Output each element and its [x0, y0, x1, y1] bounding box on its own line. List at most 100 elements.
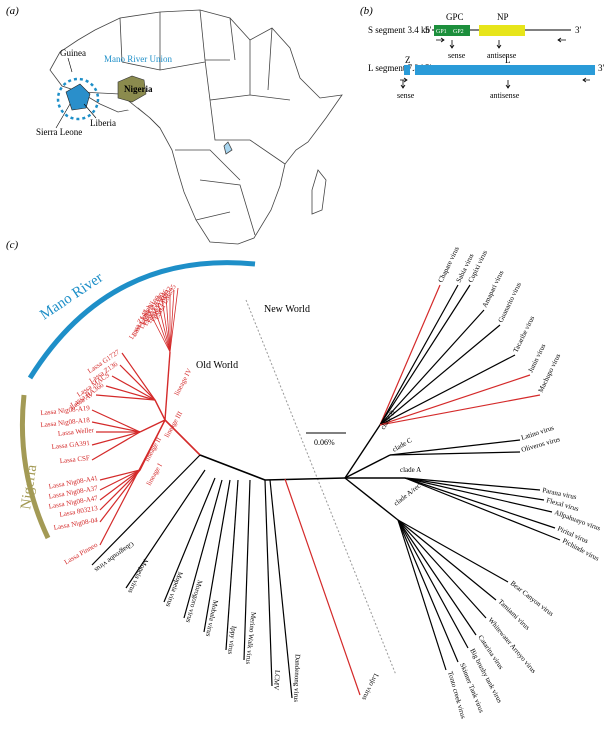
lineage-label: lineage I	[145, 461, 164, 487]
label-new-world: New World	[264, 304, 310, 315]
lassa-branch	[105, 385, 156, 401]
np-gene	[479, 25, 525, 36]
svg-text:L segment 7.3 kb: L segment 7.3 kb	[368, 63, 431, 73]
clade-b-leaf-branch	[379, 354, 516, 426]
clade-b-leaf-branch	[379, 374, 531, 426]
clade-b-leaf-branch	[379, 284, 459, 426]
lineage-label: lineage II	[143, 435, 164, 463]
old-world-branch	[225, 479, 239, 651]
old-world-leaf-label: Morogoro virus	[184, 579, 204, 624]
lassa-branch	[99, 469, 141, 491]
clade-label: clade C	[391, 436, 414, 454]
old-world-branch	[163, 477, 216, 603]
old-world-branch	[91, 454, 201, 566]
clade-a-leaf-branch	[404, 477, 553, 513]
clade-b-leaf-branch	[379, 394, 541, 426]
nigeria-arc	[19, 394, 51, 540]
old-world-leaf-label: Ippy virus	[226, 625, 238, 655]
lassa-branch	[99, 419, 166, 546]
backbone-branch	[264, 477, 346, 481]
clade-b-leaf-branch	[379, 284, 471, 426]
svg-text:antisense: antisense	[490, 91, 520, 100]
lassa-branch	[157, 302, 171, 353]
z-gene	[404, 65, 410, 75]
svg-text:GPC: GPC	[446, 12, 464, 22]
lassa-branch	[169, 289, 175, 353]
lassa-branch	[121, 352, 156, 401]
arc-label-mano-river: Mano River	[37, 270, 106, 324]
svg-text:NP: NP	[497, 12, 509, 22]
old-world-branch	[183, 479, 223, 619]
lassa-branch	[99, 469, 141, 501]
clade-arec-branch	[344, 477, 399, 521]
gpc-gene	[434, 25, 470, 36]
clade-arec-leaf-branch	[397, 519, 509, 583]
lassa-branch	[164, 351, 171, 421]
svg-text:3′: 3′	[598, 63, 605, 73]
label-nigeria-map: Nigeria	[124, 84, 153, 94]
lassa-branch	[169, 287, 179, 353]
lassa-branch	[95, 394, 156, 401]
svg-text:S segment 3.4 kb: S segment 3.4 kb	[368, 25, 430, 35]
lassa-branch	[139, 419, 166, 433]
lassa-branch	[111, 375, 156, 401]
mano-river-region	[65, 83, 91, 111]
new-world-leaf-label: Guanarito virus	[497, 281, 523, 324]
svg-text:sense: sense	[397, 91, 415, 100]
mano-river-circle	[56, 77, 100, 121]
nigeria-region	[117, 75, 147, 103]
clade-a-leaf-branch	[404, 477, 541, 491]
lassa-branch	[99, 469, 141, 511]
clade-arec-leaf-branch	[397, 519, 487, 619]
lassa-branch	[91, 431, 141, 446]
lassa-branch	[149, 312, 171, 353]
label-old-world: Old World	[196, 360, 238, 371]
clade-arec-leaf-branch	[397, 519, 497, 601]
old-world-leaf-label: Lujo virus	[360, 672, 380, 702]
svg-text:GP1: GP1	[436, 29, 447, 35]
svg-text:Z: Z	[405, 55, 411, 65]
lassa-branch	[91, 409, 141, 433]
label-liberia: Liberia	[90, 118, 116, 128]
lassa-leaf-label: Lassa Weller	[58, 426, 95, 438]
l-gene	[415, 65, 595, 75]
africa-map	[49, 9, 343, 245]
panel-label-a: (a)	[6, 5, 19, 17]
old-world-leaf-label: Gbagroube virus	[93, 540, 136, 574]
arc-label-nigeria: Nigeria	[18, 463, 40, 510]
lassa-stem-branch	[164, 419, 201, 456]
old-world-branch	[269, 479, 293, 699]
backbone-branch	[199, 454, 266, 481]
svg-text:antisense: antisense	[487, 51, 517, 60]
clade-a-leaf-branch	[404, 477, 556, 529]
s-segment: S segment 3.4 kb 5′ 3′ GP1 GP2 GPC NP se…	[368, 12, 582, 60]
panel-label-c: (c)	[6, 239, 19, 251]
clade-c-leaf-branch	[389, 439, 521, 456]
clade-arec-leaf-branch	[397, 519, 459, 663]
clade-b-leaf-branch	[379, 284, 441, 426]
clade-label: clade A	[400, 466, 421, 474]
new-world-leaf-label: Junin virus	[527, 342, 548, 374]
panel-label-b: (b)	[360, 5, 373, 17]
old-world-leaf-label: Merino Walk virus	[244, 611, 257, 664]
old-world-leaf-label: Mopeia virus	[126, 558, 150, 595]
clade-c-leaf-branch	[389, 451, 521, 456]
label-mano-river-union: Mano River Union	[104, 54, 172, 64]
scale-bar-label: 0.06%	[314, 438, 335, 447]
lassa-branch	[99, 469, 141, 481]
lassa-leaf-label: Lassa CSF	[59, 454, 90, 465]
svg-text:GP2: GP2	[453, 29, 464, 35]
clade-b-leaf-branch	[379, 309, 485, 426]
old-world-leaf-label: LCMV	[272, 670, 281, 691]
old-world-branch	[264, 479, 273, 687]
mano-river-arc	[27, 260, 256, 380]
label-sierra-leone: Sierra Leone	[36, 127, 82, 137]
old-world-branch	[203, 479, 231, 633]
clade-arec-leaf-branch	[397, 519, 447, 671]
lassa-branch	[165, 295, 171, 353]
svg-text:sense: sense	[448, 51, 466, 60]
new-world-leaf-label: Tacaribe virus	[512, 314, 537, 353]
old-world-branch	[125, 469, 206, 589]
clade-label: clade A/rec	[392, 482, 422, 508]
